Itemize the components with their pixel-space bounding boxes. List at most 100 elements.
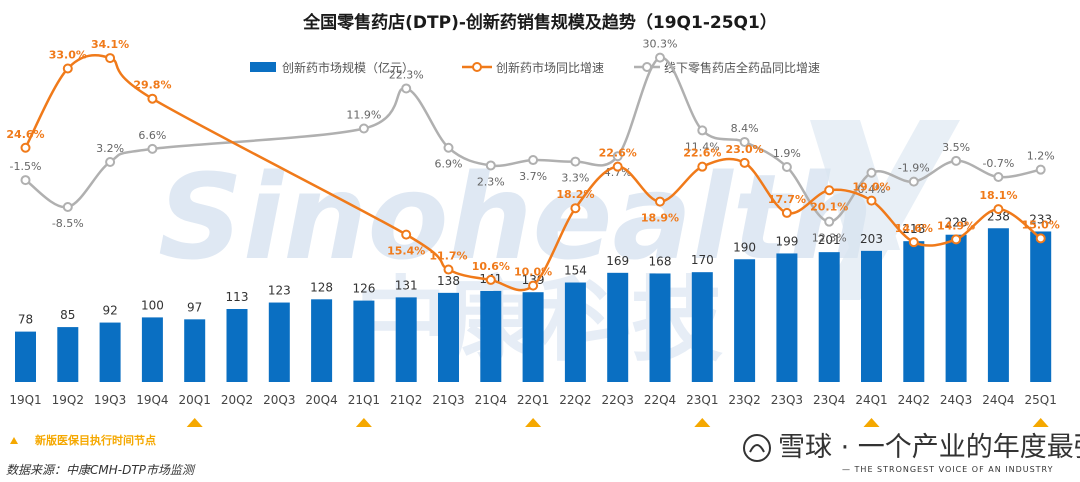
x-tick-21Q4: 21Q4 [475, 393, 507, 407]
x-tick-24Q1: 24Q1 [855, 393, 887, 407]
gray-point-24Q1 [866, 167, 877, 178]
bar-label-24Q1: 203 [860, 232, 883, 246]
bar-label-22Q4: 168 [649, 254, 672, 268]
gray-label-23Q3: 1.9% [773, 147, 801, 160]
orange-label-24Q3: 14.9% [937, 219, 975, 232]
orange-label-21Q2: 15.4% [387, 245, 425, 258]
gray-label-23Q1: 11.4% [685, 140, 720, 153]
orange-point-23Q3 [781, 207, 792, 218]
orange-point-22Q4 [655, 196, 665, 207]
gray-point-24Q2 [908, 176, 919, 187]
bar-label-22Q1: 139 [522, 273, 545, 287]
x-tick-22Q4: 22Q4 [644, 393, 676, 407]
bar-label-23Q3: 199 [775, 234, 798, 248]
x-tick-20Q4: 20Q4 [305, 393, 337, 407]
bar-24Q4 [987, 228, 1009, 382]
bar-label-19Q2: 85 [60, 308, 75, 322]
gray-point-21Q2 [401, 83, 412, 94]
x-tick-20Q3: 20Q3 [263, 393, 295, 407]
orange-label-24Q4: 18.1% [979, 189, 1017, 202]
orange-point-24Q3 [951, 234, 962, 245]
marker-note: 新版医保目执行时间节点 [35, 433, 156, 447]
x-tick-22Q1: 22Q1 [517, 393, 549, 407]
bar-21Q4 [480, 290, 502, 382]
x-axis-ticks: 19Q1 19Q2 19Q3 19Q4 20Q1 20Q2 20Q3 20Q4 21Q1 21Q2… [9, 393, 1057, 407]
orange-point-24Q4 [993, 204, 1004, 215]
orange-label-22Q1: 10.0% [514, 266, 552, 279]
bar-23Q1 [691, 272, 713, 382]
orange-point-19Q1 [20, 142, 31, 153]
watermark-x-icon [810, 120, 960, 300]
gray-point-22Q1 [528, 155, 539, 166]
bar-22Q1 [522, 292, 544, 382]
policy-markers [186, 418, 1049, 427]
gray-label-24Q3: 3.5% [942, 141, 970, 154]
gray-line [24, 56, 1041, 223]
note-marker-icon [10, 437, 18, 444]
x-tick-23Q3: 23Q3 [771, 393, 803, 407]
gray-point-19Q1 [20, 175, 31, 186]
gray-label-21Q4: 2.3% [477, 175, 505, 188]
bar-label-19Q4: 100 [141, 298, 164, 312]
gray-label-21Q3: 6.9% [435, 158, 463, 171]
x-tick-20Q2: 20Q2 [221, 393, 253, 407]
gray-label-23Q4: 12.3% [812, 232, 847, 245]
orange-label-25Q1: 15.0% [1022, 218, 1060, 231]
bar-21Q1 [353, 300, 375, 382]
bar-label-23Q2: 190 [733, 240, 756, 254]
orange-point-21Q2 [401, 229, 412, 240]
orange-label-19Q1: 24.6% [6, 128, 44, 141]
bar-label-19Q1: 78 [18, 313, 33, 327]
x-tick-19Q3: 19Q3 [94, 393, 126, 407]
gray-label-21Q2: 22.3% [389, 68, 424, 81]
orange-label-19Q2: 33.0% [49, 48, 87, 61]
bar-23Q2 [734, 259, 756, 382]
policy-marker-20Q1 [186, 418, 203, 427]
legend-label-gray: 线下零售药店全药品同比增速 [664, 60, 820, 75]
gray-label-24Q4: -0.7% [982, 157, 1014, 170]
x-tick-23Q4: 23Q4 [813, 393, 845, 407]
x-tick-20Q1: 20Q1 [179, 393, 211, 407]
orange-label-22Q3: 22.6% [599, 147, 637, 160]
x-tick-19Q4: 19Q4 [136, 393, 168, 407]
orange-label-23Q3: 17.7% [768, 193, 806, 206]
orange-label-19Q3: 34.1% [91, 38, 129, 51]
brand: 雪球 · 一个产业的年度最强音 — THE STRONGEST VOICE OF… [743, 432, 1080, 474]
gray-label-19Q3: 3.2% [96, 142, 124, 155]
gray-label-19Q2: -8.5% [52, 217, 84, 230]
gray-point-23Q1 [697, 125, 708, 136]
source-note: 数据来源：中康CMH-DTP市场监测 [6, 463, 196, 477]
gray-point-23Q3 [781, 161, 792, 172]
x-tick-21Q1: 21Q1 [348, 393, 380, 407]
gray-point-21Q3 [443, 142, 454, 153]
bar-20Q4 [311, 299, 333, 382]
gray-point-22Q3 [612, 151, 623, 162]
bar-label-21Q3: 138 [437, 274, 460, 288]
gray-label-25Q1: 1.2% [1027, 150, 1055, 163]
bar-24Q2 [903, 241, 925, 382]
orange-point-25Q1 [1035, 233, 1046, 244]
gray-point-22Q2 [570, 156, 581, 167]
bar-label-24Q4: 238 [987, 209, 1010, 223]
gray-label-19Q1: -1.5% [10, 160, 42, 173]
bar-label-19Q3: 92 [102, 304, 117, 318]
gray-point-25Q1 [1035, 164, 1046, 175]
bar-19Q4 [141, 317, 163, 382]
gray-point-24Q4 [993, 171, 1004, 182]
legend-marker-orange [472, 62, 482, 72]
orange-point-23Q4 [824, 185, 835, 196]
gray-point-24Q3 [951, 155, 962, 166]
orange-point-24Q2 [908, 237, 919, 248]
orange-point-19Q4 [147, 93, 158, 104]
bar-25Q1 [1030, 231, 1052, 382]
bar-22Q2 [564, 282, 586, 382]
orange-label-19Q4: 29.8% [133, 79, 171, 92]
snowball-logo-inner-icon [749, 444, 765, 453]
orange-point-22Q1 [528, 280, 539, 291]
bar-19Q3 [99, 322, 121, 382]
orange-point-24Q1 [866, 195, 877, 206]
bar-19Q2 [57, 327, 79, 382]
x-tick-25Q1: 25Q1 [1025, 393, 1057, 407]
x-tick-19Q2: 19Q2 [52, 393, 84, 407]
chart-title: 全国零售药店(DTP)-创新药销售规模及趋势（19Q1-25Q1） [302, 12, 777, 33]
